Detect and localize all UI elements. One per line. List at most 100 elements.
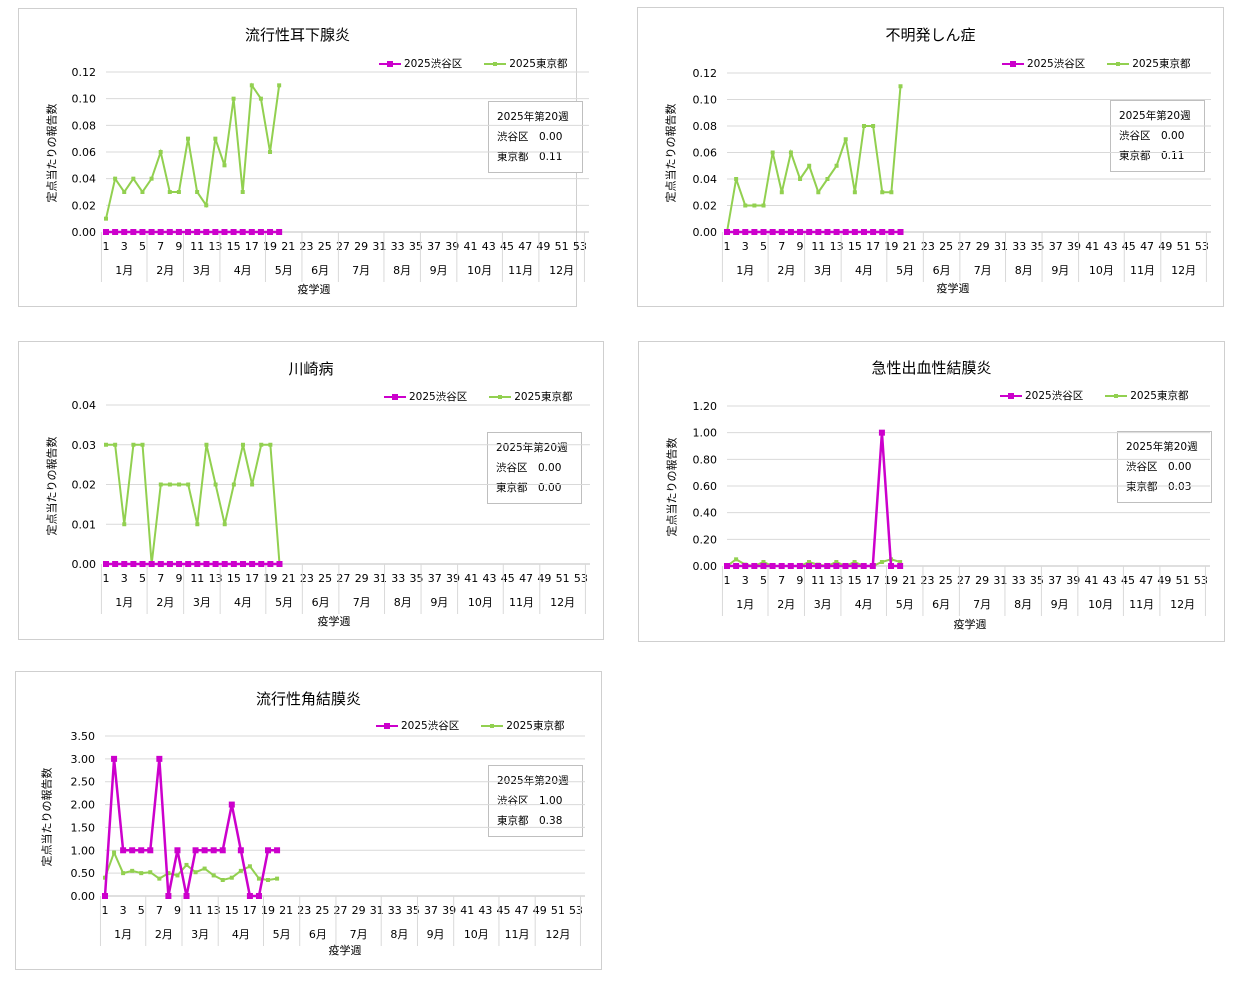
x-tick-label: 5 xyxy=(760,240,767,253)
legend-label-shibuya: 2025渋谷区 xyxy=(1027,58,1086,70)
month-label: 2月 xyxy=(156,264,174,277)
x-axis-label: 疫学週 xyxy=(328,944,362,957)
x-tick-label: 49 xyxy=(533,904,547,917)
x-tick-label: 39 xyxy=(442,904,456,917)
x-tick-label: 1 xyxy=(103,572,110,585)
info-shibuya-label: 渋谷区 xyxy=(1126,461,1158,473)
data-point-tokyo xyxy=(202,866,207,871)
data-point-shibuya xyxy=(787,563,794,569)
data-point-shibuya xyxy=(751,563,758,569)
x-axis-label: 疫学週 xyxy=(297,283,331,296)
data-point-shibuya xyxy=(121,561,128,567)
data-point-tokyo xyxy=(240,442,245,447)
line-chart: 0.000.020.040.060.080.100.121 3 5 7 9 11 13 15 1… xyxy=(693,67,1211,282)
data-point-shibuya xyxy=(221,561,228,567)
data-point-shibuya xyxy=(724,563,730,569)
x-tick-label: 9 xyxy=(797,240,804,253)
y-tick-label: 0.01 xyxy=(72,518,97,531)
x-tick-label: 7 xyxy=(778,240,785,253)
x-tick-label: 31 xyxy=(372,240,386,253)
data-point-shibuya xyxy=(130,561,137,567)
data-point-shibuya xyxy=(139,561,146,567)
x-tick-label: 29 xyxy=(355,572,369,585)
x-tick-label: 19 xyxy=(263,572,277,585)
y-tick-label: 1.00 xyxy=(693,427,718,440)
data-point-shibuya xyxy=(267,561,274,567)
info-shibuya-value: 0.00 xyxy=(539,131,563,143)
month-label: 3月 xyxy=(814,598,832,611)
info-tokyo-label: 東京都 xyxy=(1126,481,1158,493)
data-point-tokyo xyxy=(148,870,153,875)
x-tick-label: 27 xyxy=(336,572,350,585)
data-point-shibuya xyxy=(851,563,858,569)
month-label: 11月 xyxy=(508,264,533,277)
x-tick-label: 19 xyxy=(261,904,275,917)
data-point-shibuya xyxy=(176,561,183,567)
x-tick-label: 13 xyxy=(830,240,844,253)
x-tick-label: 35 xyxy=(406,904,420,917)
month-label: 8月 xyxy=(1015,264,1033,277)
data-point-shibuya xyxy=(787,229,794,235)
data-point-tokyo xyxy=(140,442,145,447)
month-label: 10月 xyxy=(464,928,489,941)
x-tick-label: 41 xyxy=(460,904,474,917)
month-label: 3月 xyxy=(814,264,832,277)
y-tick-label: 0.02 xyxy=(72,479,97,492)
x-tick-label: 43 xyxy=(478,904,492,917)
y-tick-label: 0.10 xyxy=(693,94,718,107)
x-tick-label: 13 xyxy=(207,904,221,917)
data-point-tokyo xyxy=(249,83,254,88)
data-point-tokyo xyxy=(268,442,273,447)
info-shibuya-value: 0.00 xyxy=(1161,130,1185,142)
data-point-shibuya xyxy=(888,229,895,235)
data-point-shibuya xyxy=(246,893,253,899)
y-tick-label: 0.12 xyxy=(72,66,97,79)
data-point-shibuya xyxy=(103,229,109,235)
data-point-shibuya xyxy=(230,561,237,567)
data-point-tokyo xyxy=(743,203,748,208)
data-point-tokyo xyxy=(213,136,218,141)
x-tick-label: 43 xyxy=(482,240,496,253)
x-tick-label: 9 xyxy=(174,904,181,917)
series-line-tokyo xyxy=(105,82,281,219)
data-point-shibuya xyxy=(239,561,246,567)
x-tick-label: 33 xyxy=(1012,574,1026,587)
month-label: 5月 xyxy=(275,596,293,609)
data-point-shibuya xyxy=(833,563,840,569)
x-tick-label: 5 xyxy=(139,572,146,585)
chart-title: 流行性耳下腺炎 xyxy=(244,26,350,44)
x-tick-label: 51 xyxy=(1177,240,1191,253)
data-point-shibuya xyxy=(815,563,822,569)
x-tick-label: 5 xyxy=(760,574,767,587)
x-tick-label: 21 xyxy=(281,240,295,253)
chart-title: 川崎病 xyxy=(288,360,334,378)
data-point-shibuya xyxy=(156,755,163,762)
data-point-shibuya xyxy=(102,893,108,899)
x-tick-label: 13 xyxy=(829,574,843,587)
data-point-shibuya xyxy=(760,563,767,569)
data-point-shibuya xyxy=(212,561,219,567)
x-tick-label: 3 xyxy=(742,240,749,253)
data-point-tokyo xyxy=(231,482,236,487)
x-tick-label: 39 xyxy=(1067,240,1081,253)
legend-marker-shibuya xyxy=(1000,391,1022,401)
x-tick-label: 37 xyxy=(1049,240,1063,253)
x-tick-label: 9 xyxy=(176,572,183,585)
y-tick-label: 0.00 xyxy=(72,226,97,239)
chart-legend: 2025渋谷区 2025東京都 xyxy=(1002,56,1190,71)
data-point-tokyo xyxy=(238,868,243,873)
data-point-shibuya xyxy=(112,561,119,567)
y-tick-label: 0.08 xyxy=(72,119,97,132)
y-tick-label: 0.06 xyxy=(72,146,97,159)
y-tick-label: 1.00 xyxy=(71,844,96,857)
x-tick-label: 7 xyxy=(157,240,164,253)
y-tick-label: 0.60 xyxy=(693,480,718,493)
y-tick-label: 3.50 xyxy=(71,730,96,743)
data-point-tokyo xyxy=(807,560,812,564)
data-point-tokyo xyxy=(131,176,136,181)
month-label: 7月 xyxy=(974,264,992,277)
data-point-shibuya xyxy=(824,229,831,235)
month-label: 5月 xyxy=(275,264,293,277)
data-point-shibuya xyxy=(166,229,173,235)
data-point-shibuya xyxy=(230,229,237,235)
